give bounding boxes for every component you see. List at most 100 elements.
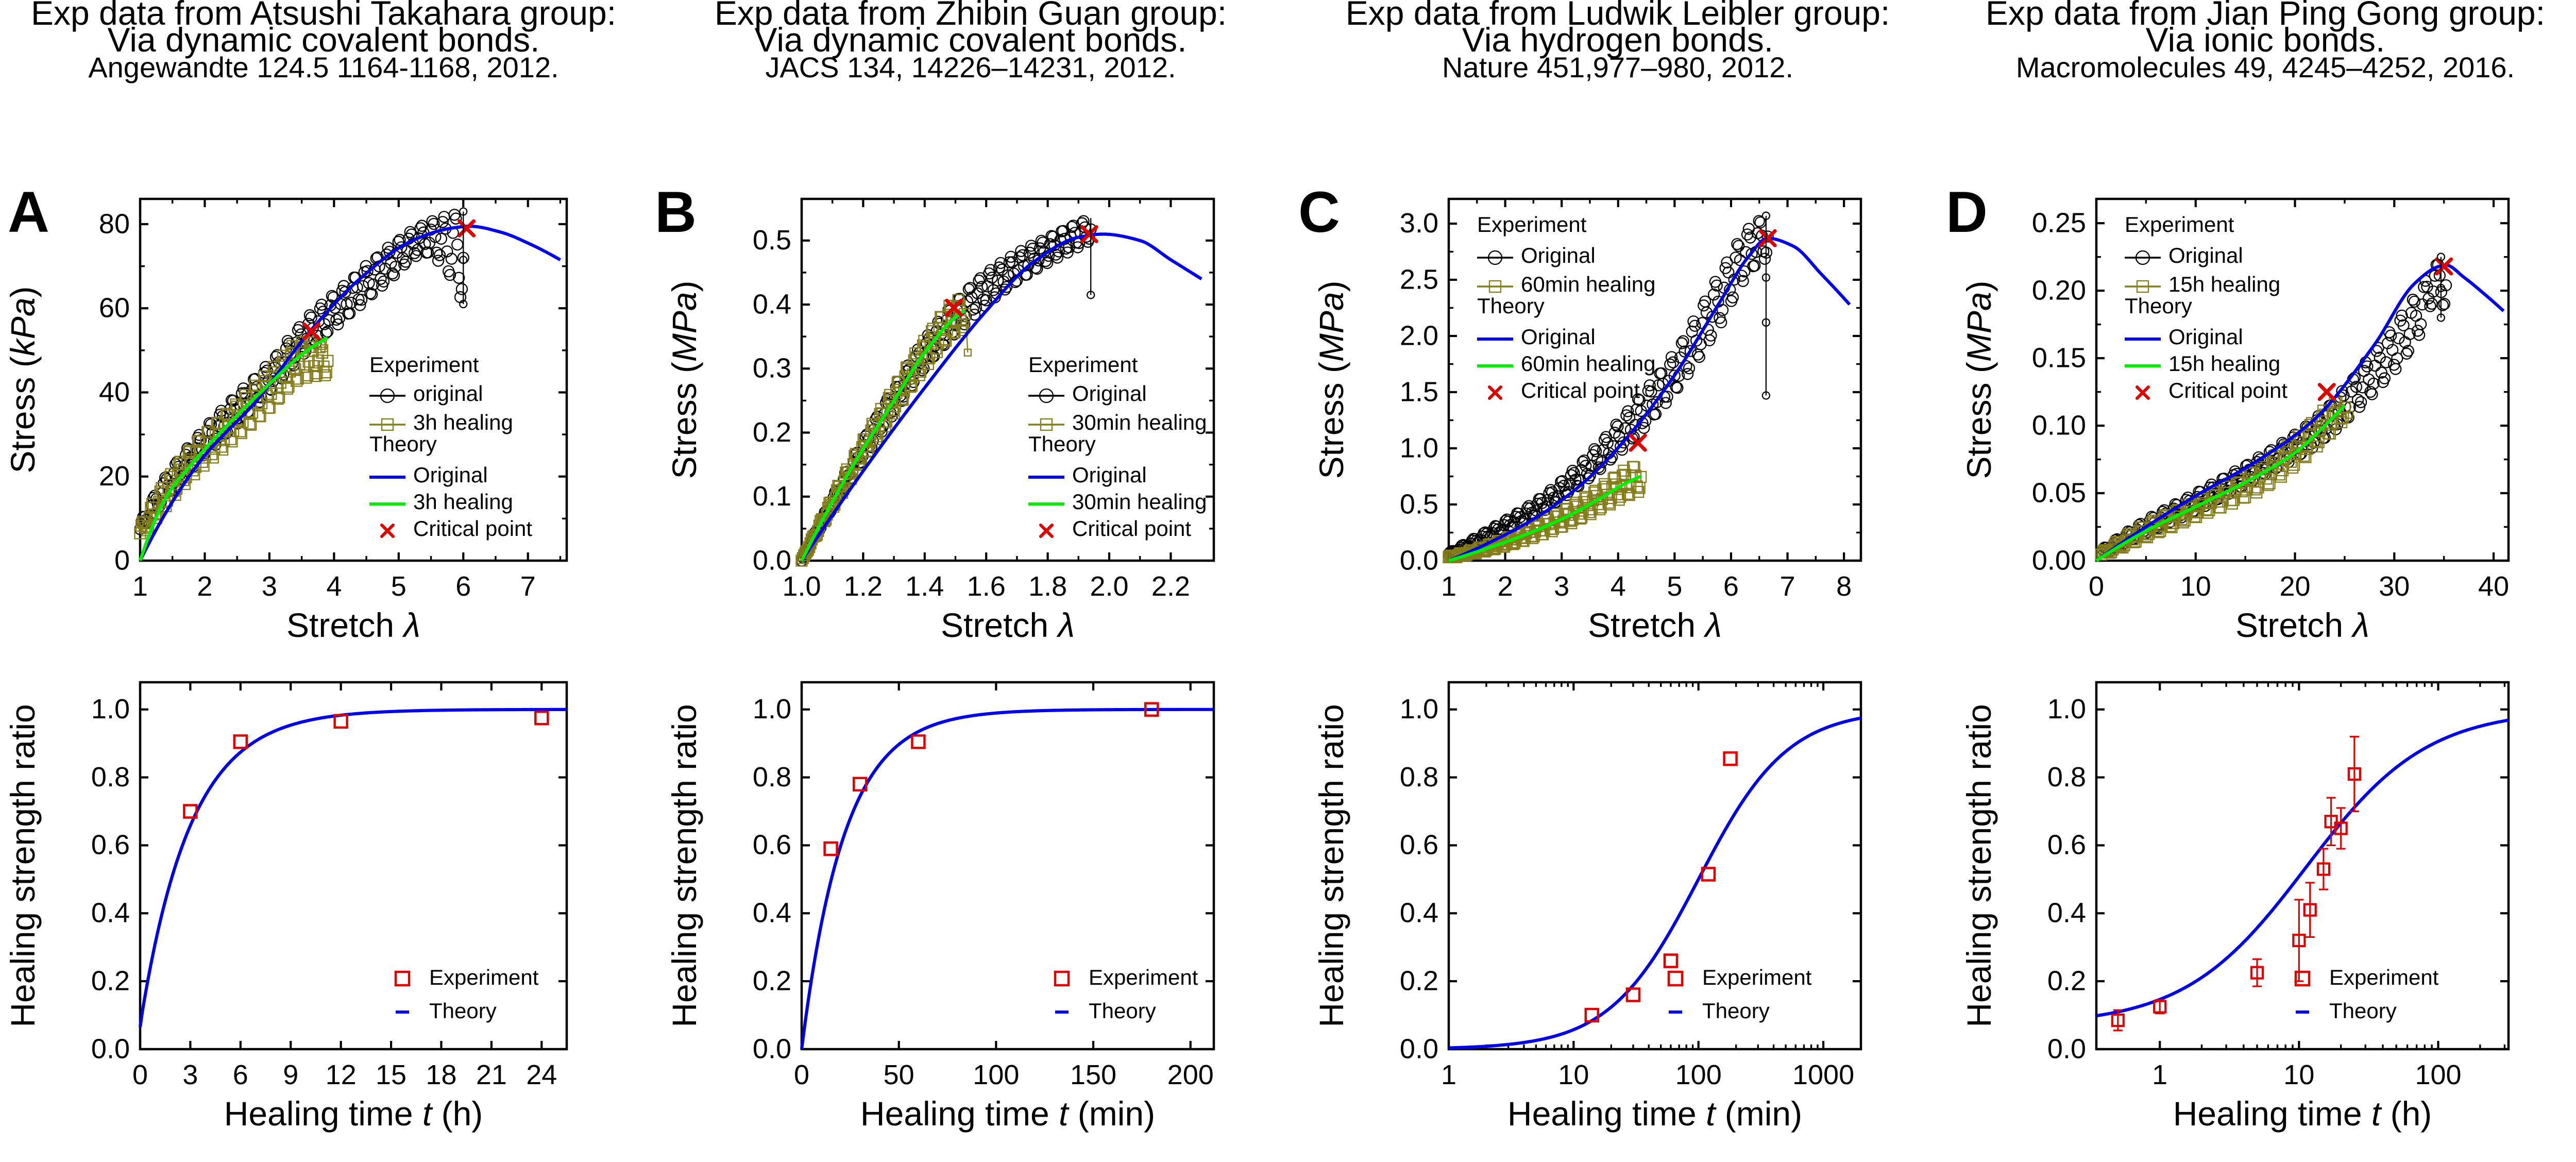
svg-text:Theory: Theory	[1702, 999, 1770, 1023]
svg-text:0.10: 0.10	[2032, 410, 2086, 441]
svg-text:Critical point: Critical point	[413, 516, 532, 541]
svg-text:1000: 1000	[1792, 1059, 1854, 1090]
svg-text:0: 0	[2089, 571, 2104, 602]
svg-text:2.2: 2.2	[1151, 571, 1190, 602]
svg-text:0: 0	[132, 1059, 148, 1090]
svg-text:1.0: 1.0	[91, 694, 130, 725]
svg-text:0.6: 0.6	[91, 830, 130, 861]
svg-text:Original: Original	[1521, 325, 1596, 349]
svg-text:0.1: 0.1	[753, 481, 791, 512]
svg-text:Theory: Theory	[2125, 294, 2192, 318]
svg-text:20: 20	[2280, 571, 2311, 602]
svg-text:0.4: 0.4	[753, 289, 791, 319]
svg-text:Stress (MPa): Stress (MPa)	[1960, 280, 1998, 479]
svg-text:2: 2	[1498, 571, 1513, 602]
svg-text:0.0: 0.0	[753, 1033, 791, 1064]
svg-text:2.0: 2.0	[1400, 320, 1438, 351]
svg-text:0.20: 0.20	[2032, 275, 2086, 306]
svg-text:1: 1	[2152, 1059, 2167, 1090]
svg-text:Experiment: Experiment	[369, 352, 479, 377]
svg-text:1.4: 1.4	[905, 571, 944, 602]
svg-text:C: C	[1298, 180, 1340, 244]
svg-text:2.5: 2.5	[1400, 264, 1438, 295]
svg-text:Original: Original	[1521, 243, 1596, 267]
svg-text:200: 200	[1167, 1059, 1214, 1090]
svg-text:Experiment: Experiment	[1028, 352, 1138, 377]
svg-text:3: 3	[1554, 571, 1569, 602]
svg-text:21: 21	[476, 1059, 507, 1090]
svg-text:0: 0	[794, 1059, 809, 1090]
svg-text:150: 150	[1070, 1059, 1116, 1090]
svg-text:Experiment: Experiment	[2125, 212, 2234, 237]
svg-text:Experiment: Experiment	[429, 965, 539, 989]
svg-text:0.6: 0.6	[753, 830, 791, 861]
svg-text:Angewandte 124.5 1164-1168, 20: Angewandte 124.5 1164-1168, 2012.	[88, 51, 558, 83]
svg-text:Original: Original	[1072, 463, 1147, 487]
svg-text:15h healing: 15h healing	[2168, 351, 2280, 376]
svg-text:12: 12	[326, 1059, 357, 1090]
svg-text:Critical point: Critical point	[1521, 378, 1640, 402]
svg-text:0: 0	[114, 545, 130, 576]
svg-text:Critical point: Critical point	[1072, 516, 1191, 541]
svg-text:7: 7	[1780, 571, 1795, 602]
svg-text:3: 3	[262, 571, 277, 602]
svg-text:30min healing: 30min healing	[1072, 490, 1207, 514]
svg-text:0.3: 0.3	[753, 353, 791, 384]
svg-text:0.5: 0.5	[753, 225, 791, 256]
svg-text:Original: Original	[1072, 381, 1147, 406]
svg-text:JACS 134, 14226–14231, 2012.: JACS 134, 14226–14231, 2012.	[765, 51, 1176, 83]
svg-text:9: 9	[283, 1059, 298, 1090]
svg-text:10: 10	[2283, 1059, 2314, 1090]
svg-text:80: 80	[99, 208, 130, 239]
svg-text:Nature 451,977–980, 2012.: Nature 451,977–980, 2012.	[1442, 51, 1793, 83]
svg-text:0.2: 0.2	[2047, 965, 2086, 996]
svg-text:3h healing: 3h healing	[413, 490, 513, 514]
svg-text:A: A	[8, 180, 49, 244]
svg-text:0.0: 0.0	[1400, 545, 1438, 576]
svg-text:1.6: 1.6	[967, 571, 1006, 602]
svg-text:1.2: 1.2	[844, 571, 883, 602]
svg-text:5: 5	[391, 571, 406, 602]
svg-text:0.8: 0.8	[2047, 762, 2086, 793]
svg-text:1.0: 1.0	[2047, 694, 2086, 725]
svg-text:Experiment: Experiment	[1477, 212, 1587, 237]
svg-text:Theory: Theory	[429, 999, 497, 1023]
svg-text:0.0: 0.0	[1400, 1033, 1438, 1064]
svg-text:0.2: 0.2	[1400, 965, 1438, 996]
svg-text:50: 50	[884, 1059, 914, 1090]
svg-text:original: original	[413, 381, 483, 406]
svg-text:1: 1	[1441, 571, 1456, 602]
svg-text:0.4: 0.4	[1400, 898, 1438, 929]
svg-text:0.6: 0.6	[1400, 830, 1438, 861]
svg-text:0.25: 0.25	[2032, 207, 2086, 238]
svg-text:60min healing: 60min healing	[1521, 272, 1656, 296]
svg-text:1: 1	[1441, 1059, 1456, 1090]
svg-text:Stretch λ: Stretch λ	[1588, 606, 1722, 644]
svg-text:40: 40	[2478, 571, 2509, 602]
svg-text:0.8: 0.8	[753, 762, 791, 793]
svg-text:Healing strength ratio: Healing strength ratio	[4, 704, 42, 1027]
svg-text:Healing time t (min): Healing time t (min)	[860, 1094, 1155, 1133]
svg-text:60: 60	[99, 293, 130, 324]
svg-text:Original: Original	[2168, 243, 2243, 267]
svg-text:Experiment: Experiment	[1702, 965, 1812, 989]
svg-text:Stretch λ: Stretch λ	[941, 606, 1075, 644]
svg-text:0.6: 0.6	[2047, 830, 2086, 861]
svg-text:0.0: 0.0	[753, 545, 791, 576]
svg-text:1.0: 1.0	[1400, 432, 1438, 463]
svg-text:2: 2	[197, 571, 212, 602]
svg-text:30min healing: 30min healing	[1072, 410, 1207, 434]
svg-text:2.0: 2.0	[1090, 571, 1128, 602]
svg-text:0.0: 0.0	[91, 1033, 130, 1064]
svg-text:10: 10	[2180, 571, 2211, 602]
svg-text:Stress (MPa): Stress (MPa)	[665, 280, 703, 479]
svg-text:Healing time t (min): Healing time t (min)	[1507, 1094, 1802, 1133]
svg-text:0.4: 0.4	[753, 898, 791, 929]
svg-text:1.5: 1.5	[1400, 376, 1438, 407]
svg-text:0.8: 0.8	[91, 762, 130, 793]
svg-text:18: 18	[426, 1059, 456, 1090]
svg-text:24: 24	[526, 1059, 557, 1090]
svg-text:3: 3	[182, 1059, 198, 1090]
svg-text:100: 100	[2415, 1059, 2461, 1090]
svg-text:6: 6	[233, 1059, 248, 1090]
